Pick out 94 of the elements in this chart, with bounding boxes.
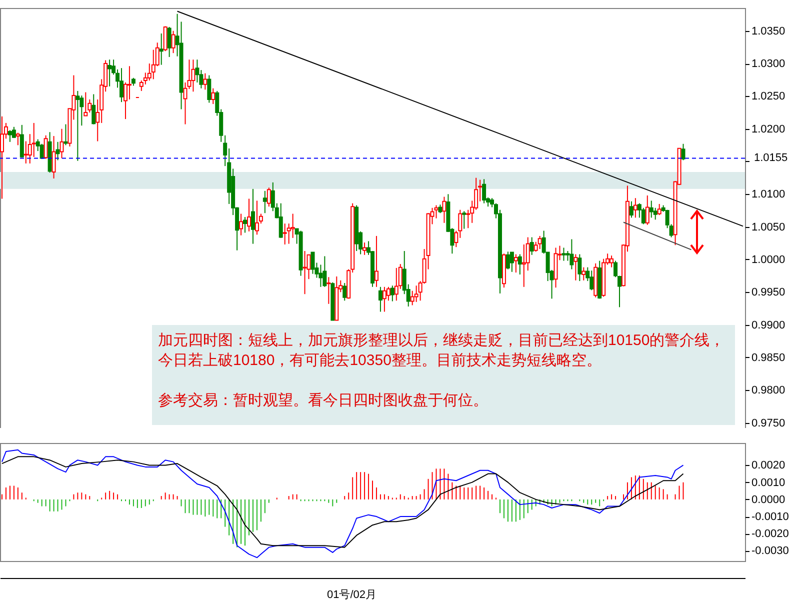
candlestick [510, 252, 514, 272]
candlestick [578, 254, 582, 282]
candlestick [250, 188, 255, 244]
candlestick [362, 242, 367, 256]
y-tick-label: 1.0050 [752, 221, 786, 234]
y-tick-label: 0.0010 [752, 476, 786, 489]
y-tick-label: 0.0020 [752, 460, 786, 472]
candlestick [282, 223, 287, 245]
candlestick [641, 207, 646, 225]
candlestick [390, 285, 394, 302]
candlestick [570, 238, 574, 270]
candlestick [462, 210, 466, 230]
candlestick [167, 26, 172, 58]
y-tick-label: 0.0000 [752, 494, 786, 506]
candlestick [378, 286, 382, 312]
y-tick-label: 0.9900 [752, 319, 786, 332]
candlestick [163, 26, 168, 52]
line-series [1, 456, 684, 548]
candlestick [127, 66, 132, 100]
candlestick [538, 235, 542, 250]
y-tick-label: 0.9950 [752, 286, 786, 299]
candlestick [518, 254, 522, 275]
candlestick [191, 59, 196, 92]
candlestick [84, 92, 88, 116]
candlestick [266, 187, 271, 208]
candlestick [239, 213, 244, 236]
candlestick [254, 200, 259, 236]
candlestick [56, 141, 60, 161]
candlestick [482, 178, 486, 204]
candlestick [442, 196, 446, 224]
candlestick [12, 126, 16, 138]
candlestick [16, 132, 20, 146]
annotation: 参考交易：暂时观望。看今日四时图收盘于何位。 [158, 391, 489, 411]
candlestick [76, 90, 80, 162]
candlestick [318, 264, 323, 288]
candlestick [657, 203, 662, 216]
candlestick [171, 30, 176, 54]
candlestick [633, 198, 638, 218]
y-tick-label: 1.0200 [752, 123, 786, 136]
candlestick [645, 194, 650, 226]
candlestick [120, 68, 124, 103]
y-tick-label: 1.0300 [752, 58, 786, 70]
y-tick-label: 1.0000 [752, 254, 786, 266]
candlestick [8, 130, 12, 142]
candlestick [514, 254, 518, 274]
candlestick [562, 247, 566, 262]
candlestick [574, 254, 578, 281]
candlestick [310, 252, 315, 274]
y-tick-label: 0.9850 [752, 352, 786, 364]
candlestick [506, 251, 510, 270]
candlestick [530, 236, 534, 256]
text: 01号/02月 [327, 588, 377, 602]
candlestick [243, 216, 248, 234]
y-tick-label: -0.0030 [752, 545, 789, 558]
y-tick-label: 1.0100 [752, 188, 786, 201]
candlestick [44, 134, 48, 160]
candlestick [207, 74, 212, 104]
candlestick [374, 235, 378, 288]
candlestick [382, 286, 386, 312]
candlestick [414, 285, 418, 302]
candlestick [159, 32, 164, 66]
candlestick [60, 128, 64, 159]
candlestick [302, 250, 307, 295]
annotation: 加元四时图：短线上，加元旗形整理以后，继续走贬，目前已经达到10150的警介线，今日若上破10180，有可能去10350整理。目前技术走势短线略空。 [158, 331, 726, 371]
candlestick [108, 59, 112, 87]
y-tick-label: 1.0250 [752, 90, 786, 103]
candlestick [92, 94, 96, 125]
candlestick [326, 276, 331, 304]
candlestick [582, 266, 586, 281]
candlestick [394, 267, 398, 302]
candlestick [649, 200, 654, 218]
candlestick [203, 72, 208, 90]
candlestick [20, 124, 24, 158]
candlestick [24, 140, 28, 164]
candlestick [52, 136, 56, 179]
candlestick [40, 143, 44, 160]
candlestick [322, 256, 327, 288]
y-tick-label: -0.0010 [752, 511, 789, 524]
candlestick [681, 143, 686, 161]
y-tick-label: 0.9800 [752, 384, 786, 397]
line-series [1, 449, 684, 558]
candlestick [262, 190, 267, 214]
ref-line-label: 1.0155 [754, 152, 788, 164]
candlestick [211, 88, 216, 105]
candlestick [590, 270, 594, 291]
y-tick-label: 0.9750 [752, 417, 786, 430]
candlestick [629, 200, 634, 218]
candlestick [610, 255, 614, 268]
y-tick-label: -0.0020 [752, 528, 789, 540]
candlestick [342, 282, 347, 302]
candlestick [278, 202, 283, 238]
y-tick-label: 1.0350 [752, 25, 786, 38]
candlestick [246, 198, 251, 232]
candlestick [64, 124, 68, 146]
